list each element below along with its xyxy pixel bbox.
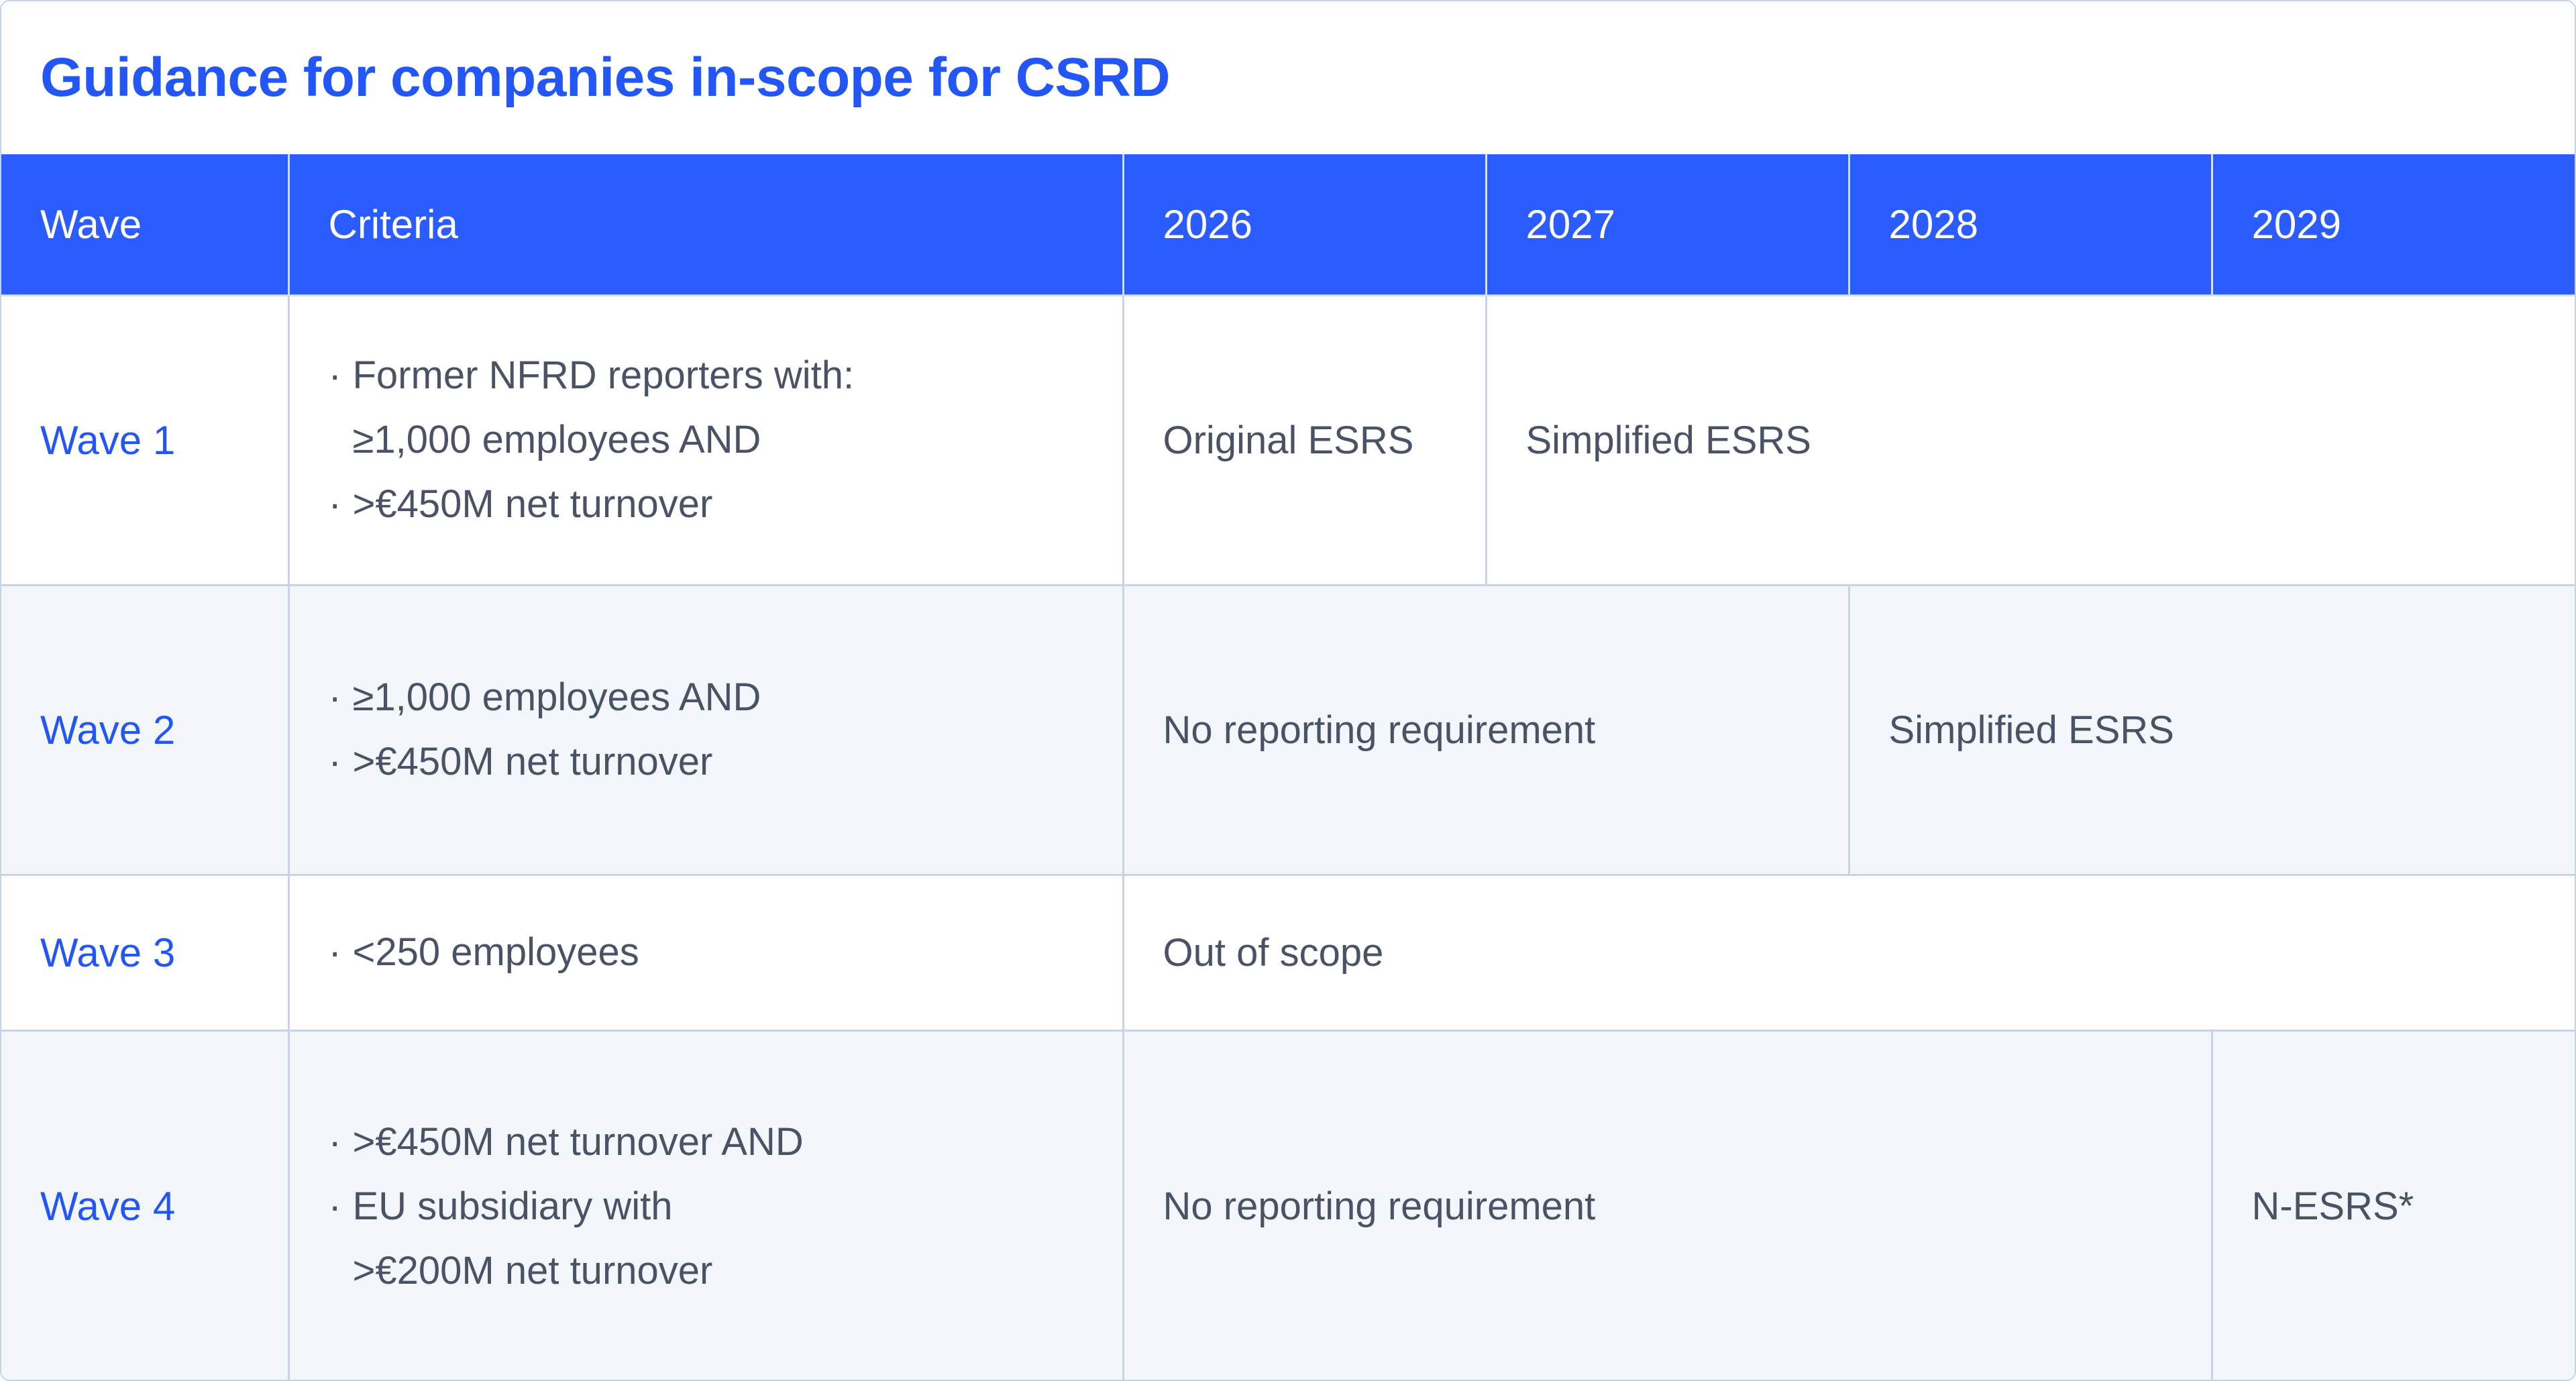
column-header-criteria: Criteria [287, 154, 1124, 296]
wave-label: Wave 2 [1, 584, 290, 876]
criteria-cell: ≥1,000 employees AND >€450M net turnover [287, 584, 1124, 876]
criteria-item: EU subsidiary with [329, 1174, 1122, 1239]
status-cell: No reporting requirement [1122, 584, 1850, 876]
page-title: Guidance for companies in-scope for CSRD [40, 47, 1171, 108]
criteria-item: ≥1,000 employees AND [329, 665, 1122, 730]
criteria-item: >€450M net turnover [329, 730, 1122, 794]
criteria-cell: <250 employees [287, 873, 1124, 1032]
bullet-icon [329, 343, 353, 408]
status-cell: N-ESRS* [2210, 1029, 2575, 1380]
criteria-text: >€200M net turnover [352, 1248, 713, 1292]
table-row-wave-1: Wave 1 Former NFRD reporters with: ≥1,00… [1, 294, 2575, 586]
criteria-text: <250 employees [352, 930, 639, 974]
table-header-row: Wave Criteria 2026 2027 2028 2029 [1, 154, 2575, 296]
title-bar: Guidance for companies in-scope for CSRD [1, 1, 2575, 154]
bullet-icon [329, 1110, 353, 1174]
table-row-wave-4: Wave 4 >€450M net turnover AND EU subsid… [1, 1029, 2575, 1380]
wave-label: Wave 4 [1, 1029, 290, 1380]
criteria-text: >€450M net turnover [352, 482, 713, 526]
bullet-icon [329, 472, 353, 537]
criteria-text: >€450M net turnover [352, 740, 713, 783]
criteria-text: >€450M net turnover AND [352, 1119, 804, 1164]
column-header-2028: 2028 [1847, 154, 2213, 296]
criteria-text: Former NFRD reporters with: [352, 353, 855, 397]
status-cell: No reporting requirement [1122, 1029, 2213, 1380]
criteria-text: ≥1,000 employees AND [352, 675, 761, 719]
criteria-item: Former NFRD reporters with: [329, 343, 1122, 408]
criteria-cell: Former NFRD reporters with: ≥1,000 emplo… [287, 294, 1124, 586]
bullet-icon [329, 665, 353, 730]
status-cell: Simplified ESRS [1847, 584, 2575, 876]
column-header-2027: 2027 [1485, 154, 1850, 296]
bullet-icon [329, 730, 353, 794]
status-cell: Original ESRS [1122, 294, 1487, 586]
criteria-text: EU subsidiary with [352, 1184, 673, 1228]
wave-label: Wave 1 [1, 294, 290, 586]
status-cell: Out of scope [1122, 873, 2575, 1032]
criteria-item: >€200M net turnover [329, 1239, 1122, 1303]
criteria-text: ≥1,000 employees AND [352, 418, 761, 461]
criteria-item: <250 employees [329, 920, 1122, 985]
bullet-icon [329, 920, 353, 985]
status-cell: Simplified ESRS [1485, 294, 2575, 586]
criteria-cell: >€450M net turnover AND EU subsidiary wi… [287, 1029, 1124, 1380]
column-header-2029: 2029 [2210, 154, 2575, 296]
column-header-wave: Wave [1, 154, 290, 296]
criteria-item: >€450M net turnover [329, 472, 1122, 537]
wave-label: Wave 3 [1, 873, 290, 1032]
table-row-wave-2: Wave 2 ≥1,000 employees AND >€450M net t… [1, 584, 2575, 876]
bullet-icon [329, 1174, 353, 1239]
column-header-2026: 2026 [1122, 154, 1487, 296]
table-row-wave-3: Wave 3 <250 employees Out of scope [1, 873, 2575, 1032]
criteria-item: ≥1,000 employees AND [329, 408, 1122, 472]
criteria-item: >€450M net turnover AND [329, 1110, 1122, 1174]
csrd-timeline-table: Wave Criteria 2026 2027 2028 2029 Wave 1… [1, 154, 2575, 1380]
